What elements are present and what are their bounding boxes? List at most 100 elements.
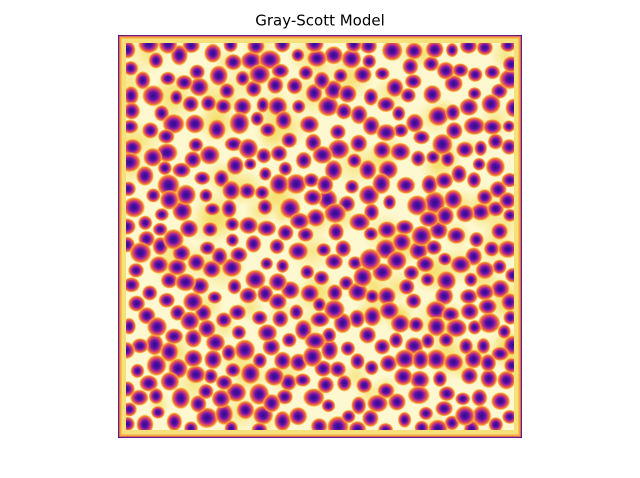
spot: [324, 159, 343, 182]
spot: [349, 352, 366, 370]
spot: [455, 141, 475, 159]
spot: [364, 288, 380, 304]
spot: [374, 66, 391, 81]
spot: [373, 338, 391, 356]
spot: [470, 202, 491, 222]
spot: [278, 161, 293, 177]
spot: [403, 265, 420, 281]
spot: [321, 398, 336, 413]
spot: [135, 165, 155, 187]
spot: [352, 266, 373, 288]
spot: [309, 311, 331, 328]
spot: [123, 85, 140, 106]
spot: [390, 313, 411, 334]
spot: [228, 111, 250, 135]
spot: [148, 255, 169, 275]
spot: [302, 345, 323, 368]
spot: [235, 70, 251, 87]
spot: [377, 382, 395, 399]
spot: [299, 115, 320, 134]
spot: [159, 189, 180, 211]
spot: [438, 332, 455, 348]
spot: [323, 299, 346, 320]
spot: [254, 185, 270, 200]
spot: [468, 231, 485, 248]
spot: [467, 86, 482, 101]
spot: [288, 303, 304, 321]
spot: [179, 219, 199, 239]
spot: [363, 226, 379, 242]
spot: [221, 180, 241, 201]
spot: [257, 198, 273, 216]
spot: [288, 406, 308, 426]
spot: [434, 171, 454, 190]
spot: [141, 121, 160, 139]
spot: [214, 402, 234, 426]
spot: [209, 64, 229, 87]
spot: [485, 156, 506, 178]
spot: [204, 202, 221, 216]
spot: [385, 77, 404, 98]
spot: [410, 150, 426, 167]
spot: [340, 340, 356, 357]
spot: [397, 411, 412, 429]
spot: [410, 225, 433, 247]
spot: [258, 166, 272, 182]
spot: [240, 362, 261, 385]
spot: [245, 234, 262, 254]
spot: [183, 349, 204, 368]
spot: [221, 198, 238, 219]
spot: [236, 400, 255, 420]
spot: [449, 255, 472, 274]
spot: [137, 215, 153, 231]
spot: [406, 194, 429, 217]
spot: [145, 333, 165, 356]
spot: [269, 238, 285, 255]
spot: [203, 43, 222, 64]
spot: [166, 412, 183, 432]
spot: [138, 374, 159, 392]
spot: [188, 77, 210, 97]
spot: [353, 65, 373, 84]
spot: [266, 76, 284, 95]
spot: [404, 42, 424, 60]
spot: [363, 306, 382, 327]
spot: [387, 392, 407, 412]
spot: [136, 414, 154, 435]
spot: [350, 104, 368, 125]
spot: [471, 388, 488, 407]
spot: [375, 123, 397, 142]
spot: [122, 60, 139, 77]
spot: [425, 348, 447, 370]
spot: [234, 338, 256, 362]
spot: [480, 93, 502, 115]
spot: [377, 220, 397, 239]
spot: [464, 349, 483, 369]
spot: [198, 188, 214, 203]
spot: [312, 296, 327, 313]
spot: [441, 306, 461, 323]
spot: [169, 89, 184, 106]
spot: [497, 239, 518, 259]
spot: [159, 371, 180, 392]
spot: [446, 226, 467, 245]
spot: [438, 385, 456, 402]
spot: [434, 400, 454, 417]
pattern-image: [118, 35, 522, 438]
spot: [400, 87, 417, 104]
spot: [460, 302, 480, 321]
spot: [227, 278, 242, 295]
spot: [316, 175, 334, 195]
spot: [431, 133, 454, 156]
spot: [405, 113, 425, 134]
spot: [490, 346, 510, 362]
spot: [291, 48, 305, 63]
spot: [412, 130, 431, 145]
spot: [392, 123, 409, 138]
spot: [329, 123, 347, 140]
spot: [436, 205, 455, 226]
spot: [458, 97, 479, 117]
spot: [238, 182, 256, 200]
spot: [490, 279, 511, 299]
spot: [148, 387, 164, 405]
